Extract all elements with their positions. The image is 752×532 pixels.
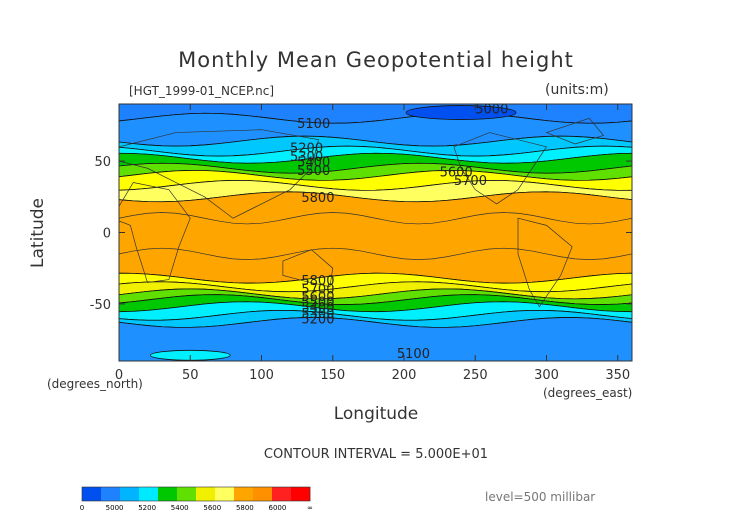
colorbar-swatch [177, 487, 197, 501]
x-tick-label: 50 [182, 368, 199, 383]
x-tick-label: 0 [115, 368, 123, 383]
contour-label: 5600 [440, 166, 473, 181]
contour-label: 5500 [301, 295, 334, 310]
coastline [119, 182, 191, 283]
contour-label: 5500 [297, 164, 330, 179]
colorbar-swatch [101, 487, 121, 501]
contour-label: 5700 [454, 174, 487, 189]
colorbar-tick-label: 6000 [269, 504, 287, 512]
coastline [119, 129, 319, 219]
low-center-north [405, 105, 517, 120]
contour-label: 5400 [301, 301, 334, 316]
colorbar-swatch [139, 487, 159, 501]
x-tick-label: 100 [249, 368, 274, 383]
x-tick-label: 250 [463, 368, 488, 383]
x-tick-label: 350 [605, 368, 630, 383]
contour-interval-label: CONTOUR INTERVAL = 5.000E+01 [263, 447, 489, 462]
contour-band [119, 317, 632, 361]
colorbar-tick-label: ∞ [307, 504, 313, 512]
y-tick-label: -50 [90, 298, 111, 313]
colorbar-swatch [82, 487, 102, 501]
colorbar-swatch [120, 487, 140, 501]
contour-label: 5300 [301, 307, 334, 322]
x-tick-label: 200 [392, 368, 417, 383]
contour-label: 5800 [301, 274, 334, 289]
contour-label: 5100 [397, 347, 430, 362]
contour-label: 5700 [301, 283, 334, 298]
colorbar-swatch [253, 487, 273, 501]
chart-title: Monthly Mean Geopotential height [178, 48, 574, 72]
contour-label: 5800 [301, 191, 334, 206]
file-name-label: [HGT_1999-01_NCEP.nc] [129, 84, 275, 98]
contour-line [119, 247, 632, 260]
colorbar-tick-label: 5000 [106, 504, 124, 512]
x-axis-unit-left: (degrees_north) [47, 377, 143, 391]
colorbar-swatch [291, 487, 311, 501]
x-tick-label: 300 [534, 368, 559, 383]
coastline [453, 132, 548, 205]
contour-label: 5100 [297, 117, 330, 132]
contour-band [119, 191, 632, 284]
colorbar-frame [81, 486, 311, 502]
colorbar-tick-label: 5200 [138, 504, 156, 512]
units-label: (units:m) [545, 82, 609, 98]
x-axis-unit-right: (degrees_east) [543, 386, 633, 400]
colorbar-swatch [234, 487, 254, 501]
colorbar-swatch [196, 487, 216, 501]
coastline [282, 249, 334, 288]
x-axis-label: Longitude [333, 404, 419, 424]
level-label: level=500 millibar [485, 490, 596, 504]
coastline [545, 117, 605, 145]
coastline [517, 217, 573, 308]
contour-line [119, 212, 632, 225]
contour-label: 5200 [301, 313, 334, 328]
colorbar-swatch [158, 487, 178, 501]
colorbar-tick-label: 5400 [171, 504, 189, 512]
y-tick-label: 0 [103, 227, 111, 242]
x-tick-label: 150 [320, 368, 345, 383]
contour-label: 5000 [475, 103, 508, 118]
colorbar-swatch [272, 487, 292, 501]
colorbar-tick-label: 5600 [203, 504, 221, 512]
colorbar-tick-label: 0 [80, 504, 84, 512]
colorbar-tick-label: 5800 [236, 504, 254, 512]
contour-label: 5300 [290, 150, 323, 165]
contour-label: 5600 [301, 290, 334, 305]
contour-label: 5200 [290, 141, 323, 156]
colorbar-swatch [215, 487, 235, 501]
contour-label: 5400 [297, 156, 330, 171]
y-tick-label: 50 [94, 155, 111, 170]
